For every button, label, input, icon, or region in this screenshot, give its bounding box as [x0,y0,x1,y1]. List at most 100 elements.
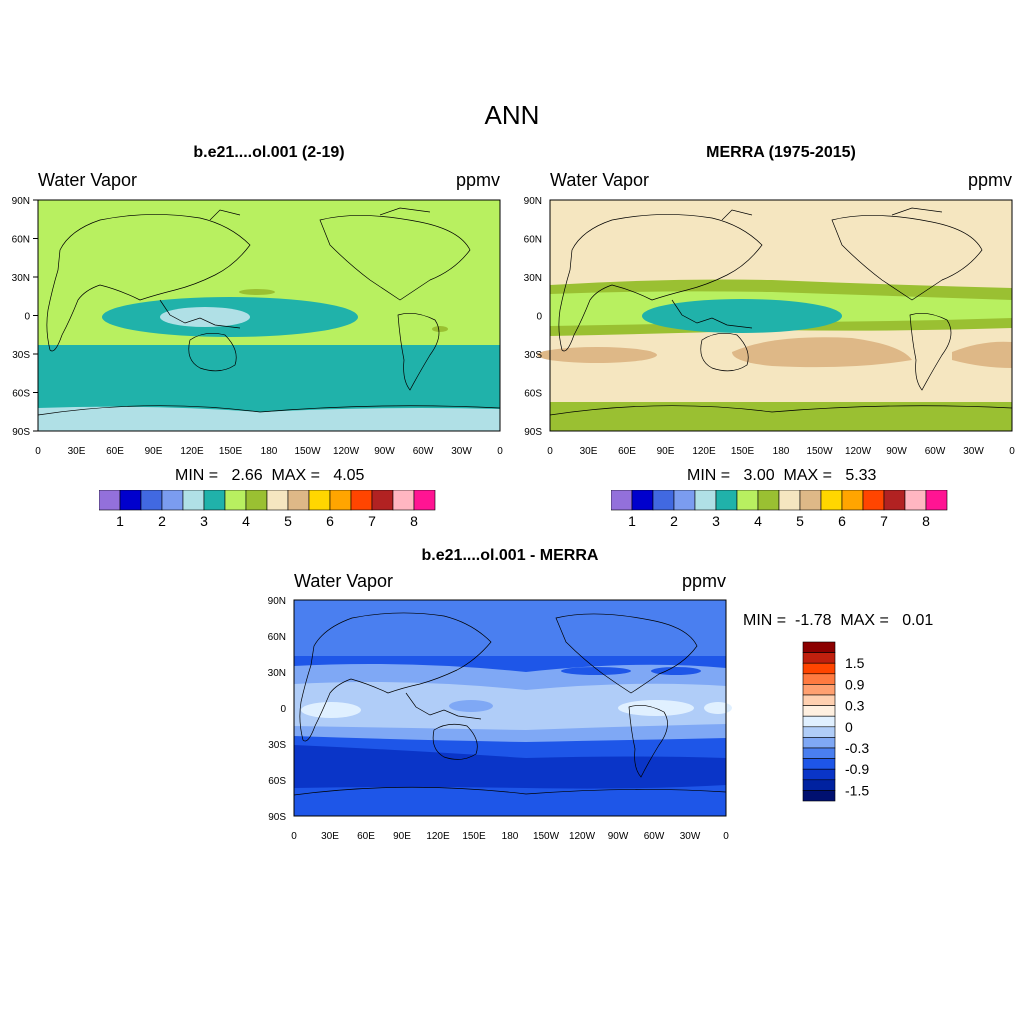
panel1-lat-tick: 30N [12,273,30,284]
panel3-min-value: -1.78 [795,612,832,629]
panel3-lon-tick: 0 [723,831,729,842]
panel1-lon-tick: 30E [68,446,86,457]
colorbar-swatch [736,489,759,511]
panel1-lon-tick: 0 [35,446,41,457]
panel1-lat-tick: 60N [12,235,30,246]
panel3-units-label: ppmv [681,571,726,591]
panel2-frame [549,199,1013,432]
panel1-lat-tick: 90N [12,196,30,207]
colorbar-swatch [802,726,836,738]
panel1-lon-tick: 90W [374,446,395,457]
colorbar-label: 0.3 [845,698,865,714]
colorbar-swatch [266,489,289,511]
colorbar-swatch [757,489,780,511]
panel2-lon-tick: 150W [806,446,833,457]
colorbar-label: 7 [880,513,888,529]
panel3-lon-tick: 0 [291,831,297,842]
panel3-title: b.e21....ol.001 - MERRA [421,547,599,564]
colorbar-swatch [802,737,836,749]
colorbar-swatch [904,489,927,511]
colorbar-label: -0.9 [845,761,869,777]
colorbar-swatch [883,489,906,511]
colorbar-swatch [802,779,836,791]
colorbar-swatch [802,662,836,675]
panel1-units-label: ppmv [455,170,500,190]
colorbar-swatch [802,684,836,696]
panel1-lon-tick: 150E [219,446,243,457]
panel2-minmax: MIN = 3.00 MAX = 5.33 [687,467,877,484]
panel1-lat-tick: 60S [12,389,30,400]
panel3-lon-tick: 180 [502,831,519,842]
colorbar-swatch [925,489,948,511]
panel3-colorbar: 1.5 0.9 0.3 0 -0.3 -0.9 -1.5 [800,640,880,825]
colorbar-swatch [140,489,163,511]
colorbar-label: 5 [284,513,292,529]
panel2-lat-tick: 0 [536,312,542,323]
colorbar-swatch [203,489,226,511]
panel1-lon-tick: 120E [180,446,204,457]
panel2-map: 90N 60N 30N 0 30S 60S 90S 0 30E 60E 90E … [524,196,1016,457]
panel1-lon-tick: 90E [145,446,163,457]
colorbar-swatch [350,489,373,511]
colorbar-swatch [413,489,436,511]
colorbar-swatch [161,489,184,511]
colorbar-swatch [802,758,836,770]
colorbar-swatch [802,715,836,728]
colorbar-label: 8 [922,513,930,529]
colorbar-swatch [694,489,717,511]
panel2-lon-tick: 60E [618,446,636,457]
panel2-colorbar: 1 2 3 4 5 6 7 8 [610,489,951,535]
panel1-lon-tick: 120W [333,446,360,457]
panel1-lon-tick: 180 [261,446,278,457]
panel2-lat-tick: 30N [524,273,542,284]
panel3-variable-label: Water Vapor [294,571,394,591]
panel3-lat-tick: 30N [268,668,286,679]
colorbar-swatch [802,768,836,781]
panel1-map-fill [38,200,500,431]
colorbar-swatch [841,489,864,511]
colorbar-swatch [802,705,836,717]
colorbar-swatch [245,489,268,511]
colorbar-swatch [802,641,836,653]
panel3-lat-tick: 90N [268,596,286,607]
panel3-lat-tick: 30S [268,740,286,751]
panel3-map-fill [294,600,732,816]
panel1-lat-tick: 0 [24,312,30,323]
panel2-lat-tick: 60N [524,235,542,246]
colorbar-swatch [715,489,738,511]
colorbar-swatch [631,489,654,511]
panel2-variable-label: Water Vapor [550,170,650,190]
panel3-minmax: MIN = -1.78 MAX = 0.01 [743,612,934,629]
panel1-colorbar: 1 2 3 4 5 6 7 8 [98,489,439,535]
panel2-lat-tick: 60S [524,389,542,400]
panel3-lon-tick: 30E [321,831,339,842]
panel1-min-value: 2.66 [231,467,263,484]
panel2-lon-tick: 150E [731,446,755,457]
panel2-lon-tick: 90W [886,446,907,457]
colorbar-swatch [820,489,843,511]
panel1-title: b.e21....ol.001 (2-19) [193,144,345,161]
panel1-lon-tick: 60E [106,446,124,457]
panel1-lat-tick: 90S [12,427,30,438]
panel1-lon-tick: 30W [451,446,472,457]
colorbar-swatch [799,489,822,511]
panel1-minmax: MIN = 2.66 MAX = 4.05 [175,467,365,484]
panel2-lon-tick: 120E [692,446,716,457]
figure-title: ANN [484,100,540,130]
colorbar-label: -0.3 [845,740,869,756]
panel1-map: 90N 60N 30N 0 30S 60S 90S 0 30E 60E 90E … [12,196,504,457]
panel2-lon-tick: 30E [580,446,598,457]
panel2-max-value: 5.33 [845,467,877,484]
colorbar-swatch [392,489,415,511]
colorbar-label: 3 [200,513,208,529]
colorbar-label: 6 [326,513,334,529]
panel3-lat-tick: 60S [268,776,286,787]
colorbar-swatch [652,489,675,511]
panel2-lon-tick: 90E [657,446,675,457]
colorbar-swatch [802,747,836,759]
panel3-frame [293,599,727,817]
panel3-lon-tick: 120W [569,831,596,842]
colorbar-label: 2 [158,513,166,529]
colorbar-label: 1 [628,513,636,529]
colorbar-label: 6 [838,513,846,529]
